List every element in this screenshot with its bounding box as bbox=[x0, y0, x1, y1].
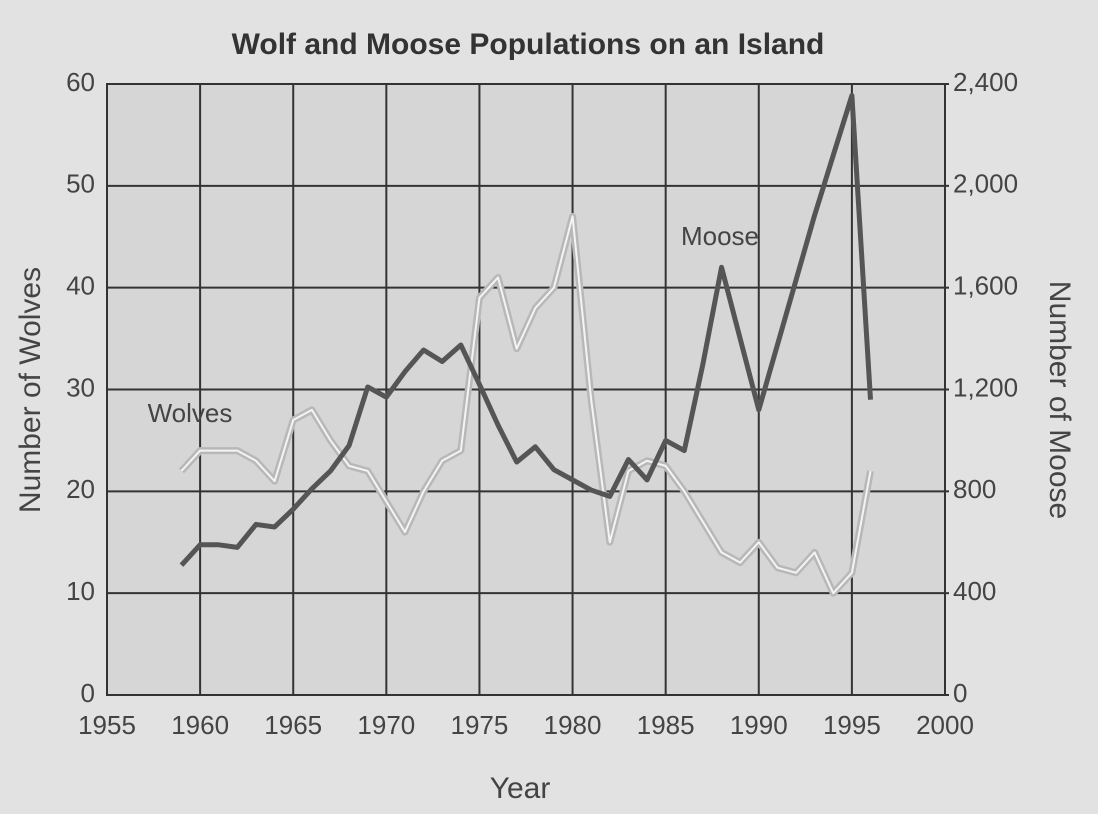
y2-tick-label: 2,000 bbox=[953, 169, 1018, 199]
y-tick-label: 30 bbox=[66, 372, 95, 402]
moose-line bbox=[179, 92, 874, 567]
y2-tick-label: 0 bbox=[953, 678, 967, 708]
x-tick-label: 2000 bbox=[916, 710, 974, 740]
y-tick-label: 40 bbox=[66, 271, 95, 301]
y2-axis-label: Number of Moose bbox=[1043, 281, 1076, 519]
x-tick-label: 1980 bbox=[544, 710, 602, 740]
x-axis-label: Year bbox=[490, 772, 551, 805]
y-tick-label: 50 bbox=[66, 169, 95, 199]
y2-tick-label: 400 bbox=[953, 576, 996, 606]
y-tick-label: 0 bbox=[81, 678, 95, 708]
y-axis-label: Number of Wolves bbox=[14, 267, 47, 513]
x-tick-label: 1970 bbox=[357, 710, 415, 740]
x-tick-label: 1990 bbox=[730, 710, 788, 740]
y2-tick-label: 800 bbox=[953, 474, 996, 504]
series-label: Wolves bbox=[148, 398, 233, 428]
x-tick-label: 1955 bbox=[78, 710, 136, 740]
x-tick-label: 1960 bbox=[171, 710, 229, 740]
x-tick-label: 1995 bbox=[823, 710, 881, 740]
chart-title: Wolf and Moose Populations on an Island bbox=[232, 28, 825, 61]
y-tick-label: 10 bbox=[66, 576, 95, 606]
y2-tick-label: 1,600 bbox=[953, 271, 1018, 301]
wolves-line-inner bbox=[180, 215, 872, 595]
series-label: Moose bbox=[681, 221, 759, 251]
x-tick-label: 1975 bbox=[451, 710, 509, 740]
y2-tick-label: 2,400 bbox=[953, 67, 1018, 97]
x-tick-label: 1985 bbox=[637, 710, 695, 740]
y-tick-label: 60 bbox=[66, 67, 95, 97]
y2-tick-label: 1,200 bbox=[953, 372, 1018, 402]
x-tick-label: 1965 bbox=[264, 710, 322, 740]
y-tick-label: 20 bbox=[66, 474, 95, 504]
